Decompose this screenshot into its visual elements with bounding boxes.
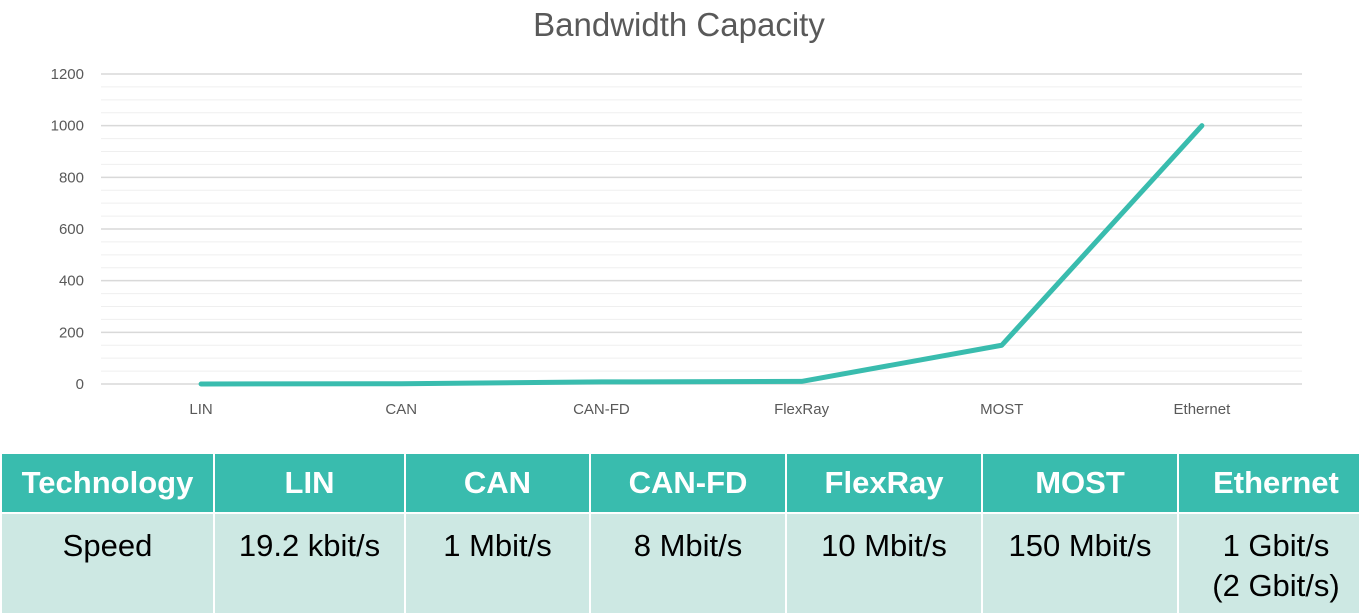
y-tick-label: 200	[59, 324, 84, 341]
table-cell: Speed	[0, 512, 215, 615]
speed-table: Technology LIN CAN CAN-FD FlexRay MOST Etherne…	[0, 452, 1359, 615]
cell-text: (2 Gbit/s)	[1212, 568, 1340, 603]
gridlines	[101, 73, 1302, 385]
y-tick-label: 800	[59, 169, 84, 186]
chart-title: Bandwidth Capacity	[533, 6, 825, 43]
y-tick-label: 600	[59, 221, 84, 238]
x-axis-categories: LIN CAN CAN-FD FlexRay MOST Ethernet	[189, 401, 1231, 418]
cell-text: 10 Mbit/s	[821, 528, 947, 563]
table-header-cell: LIN	[213, 452, 406, 514]
cell-text: 19.2 kbit/s	[238, 528, 381, 563]
series-line	[198, 123, 1205, 387]
table-header-row: Technology LIN CAN CAN-FD FlexRay MOST Etherne…	[0, 452, 1359, 514]
table-header-cell: Technology	[0, 452, 215, 514]
y-tick-label: 0	[76, 376, 84, 393]
x-tick-label: CAN-FD	[573, 401, 630, 418]
table-cell: 150 Mbit/s	[981, 512, 1179, 615]
table-header-cell: CAN-FD	[589, 452, 787, 514]
cell-text: Speed	[62, 528, 153, 563]
table-cell: 19.2 kbit/s	[213, 512, 406, 615]
x-tick-label: Ethernet	[1174, 401, 1232, 418]
table-cell: 10 Mbit/s	[785, 512, 983, 615]
cell-text: 1 Mbit/s	[443, 528, 552, 563]
bandwidth-line-chart: Bandwidth Capacity 0 200 400 600 800 1000 1200…	[51, 6, 1302, 418]
cell-text: 8 Mbit/s	[633, 528, 743, 563]
y-tick-label: 400	[59, 273, 84, 290]
y-tick-label: 1200	[51, 66, 84, 83]
table-cell: 1 Gbit/s (2 Gbit/s)	[1177, 512, 1359, 615]
table-cell: 1 Mbit/s	[404, 512, 591, 615]
table-cell: 8 Mbit/s	[589, 512, 787, 615]
cell-text: 150 Mbit/s	[1008, 528, 1152, 563]
table-header-cell: MOST	[981, 452, 1179, 514]
y-tick-label: 1000	[51, 118, 84, 135]
table-header-cell: Ethernet	[1177, 452, 1359, 514]
table-header-cell: CAN	[404, 452, 591, 514]
table-header-cell: FlexRay	[785, 452, 983, 514]
x-tick-label: CAN	[385, 401, 417, 418]
y-axis-ticks: 0 200 400 600 800 1000 1200	[51, 66, 84, 393]
x-tick-label: FlexRay	[774, 401, 830, 418]
x-tick-label: MOST	[980, 401, 1023, 418]
cell-text: 1 Gbit/s	[1222, 528, 1330, 563]
table-row: Speed 19.2 kbit/s 1 Mbit/s 8 Mbit/s 10 Mbit/…	[0, 512, 1359, 615]
x-tick-label: LIN	[189, 401, 212, 418]
series-layer	[198, 123, 1205, 387]
